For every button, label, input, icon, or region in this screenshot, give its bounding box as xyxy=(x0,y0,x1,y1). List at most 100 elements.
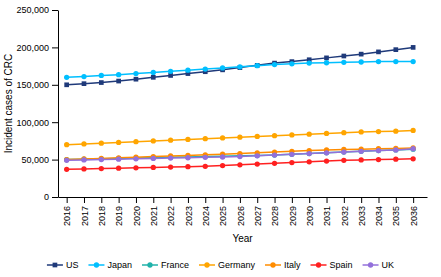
point xyxy=(376,50,381,55)
x-tick: 2018 xyxy=(97,197,107,226)
y-axis: 050,000100,000150,000200,000250,000 xyxy=(16,5,58,202)
point xyxy=(393,147,398,152)
point xyxy=(289,160,294,165)
point xyxy=(99,80,104,85)
point xyxy=(410,128,415,133)
point xyxy=(324,131,329,136)
point xyxy=(324,150,329,155)
x-tick-mark xyxy=(344,197,345,203)
x-tick: 2027 xyxy=(253,197,263,226)
x-tick-label: 2017 xyxy=(80,206,90,226)
point xyxy=(237,64,242,69)
x-tick-label: 2032 xyxy=(339,206,349,226)
point xyxy=(410,146,415,151)
point xyxy=(116,140,121,145)
point xyxy=(359,129,364,134)
point xyxy=(64,82,69,87)
point xyxy=(410,156,415,161)
chart: 2016201720182019202020212022202320242025… xyxy=(0,0,441,277)
x-axis-line xyxy=(59,197,428,198)
point xyxy=(64,157,69,162)
x-tick-mark xyxy=(84,197,85,203)
point xyxy=(359,59,364,64)
legend-marker xyxy=(53,263,58,268)
x-tick: 2028 xyxy=(270,197,280,226)
point xyxy=(410,59,415,64)
x-tick-label: 2016 xyxy=(62,206,72,226)
point xyxy=(307,151,312,156)
x-tick: 2036 xyxy=(409,197,419,226)
point xyxy=(203,164,208,169)
point xyxy=(168,69,173,74)
legend-label: Japan xyxy=(107,260,132,270)
legend-entry: US xyxy=(47,260,79,270)
point xyxy=(99,166,104,171)
x-tick-label: 2022 xyxy=(166,206,176,226)
x-tick: 2033 xyxy=(357,197,367,226)
y-tick-mark xyxy=(52,10,58,11)
point xyxy=(168,164,173,169)
point xyxy=(255,63,260,68)
point xyxy=(220,163,225,168)
x-tick-mark xyxy=(257,197,258,203)
point xyxy=(133,71,138,76)
x-tick: 2016 xyxy=(62,197,72,226)
x-tick-mark xyxy=(396,197,397,203)
legend-label: Germany xyxy=(218,260,256,270)
x-tick-label: 2023 xyxy=(184,206,194,226)
series xyxy=(64,146,416,163)
y-tick: 200,000 xyxy=(16,43,58,53)
x-tick-label: 2028 xyxy=(270,206,280,226)
legend-marker xyxy=(147,262,152,267)
x-tick-label: 2034 xyxy=(374,206,384,226)
series xyxy=(64,59,416,80)
legend-marker xyxy=(270,262,275,267)
legend-marker xyxy=(368,262,373,267)
legend-marker xyxy=(94,262,99,267)
x-tick-label: 2031 xyxy=(322,206,332,226)
point xyxy=(307,132,312,137)
x-tick: 2023 xyxy=(184,197,194,226)
point xyxy=(81,157,86,162)
x-tick-label: 2020 xyxy=(132,206,142,226)
point xyxy=(81,156,86,161)
y-tick-label: 150,000 xyxy=(16,80,49,90)
point xyxy=(99,140,104,145)
series xyxy=(64,145,416,162)
y-tick-label: 0 xyxy=(44,192,49,202)
x-tick: 2019 xyxy=(114,197,124,226)
x-tick-label: 2019 xyxy=(114,206,124,226)
point xyxy=(151,165,156,170)
point xyxy=(116,157,121,162)
point xyxy=(393,129,398,134)
series xyxy=(64,128,416,148)
point xyxy=(116,79,121,84)
x-tick: 2017 xyxy=(80,197,90,226)
point xyxy=(341,149,346,154)
point xyxy=(64,167,69,172)
point xyxy=(168,138,173,143)
point xyxy=(133,155,138,160)
x-tick-label: 2026 xyxy=(236,206,246,226)
point xyxy=(99,157,104,162)
legend-label: US xyxy=(66,260,79,270)
x-tick: 2026 xyxy=(236,197,246,226)
x-tick-mark xyxy=(361,197,362,203)
point xyxy=(289,61,294,66)
point xyxy=(341,149,346,154)
x-tick: 2021 xyxy=(149,197,159,226)
point xyxy=(359,149,364,154)
point xyxy=(342,54,347,59)
point xyxy=(99,73,104,78)
point xyxy=(376,59,381,64)
point xyxy=(81,74,86,79)
y-tick-mark xyxy=(52,47,58,48)
x-tick-mark xyxy=(240,197,241,203)
point xyxy=(341,130,346,135)
legend-marker xyxy=(316,262,321,267)
point xyxy=(393,59,398,64)
point xyxy=(272,152,277,157)
point xyxy=(81,157,86,162)
x-tick-mark xyxy=(275,197,276,203)
x-tick-mark xyxy=(153,197,154,203)
